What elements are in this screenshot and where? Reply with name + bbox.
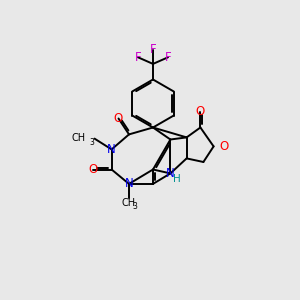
Text: CH: CH xyxy=(122,197,136,208)
Text: F: F xyxy=(135,51,141,64)
Text: N: N xyxy=(124,177,134,190)
Text: N: N xyxy=(166,167,175,180)
Text: O: O xyxy=(88,163,98,176)
Text: F: F xyxy=(165,51,171,64)
Text: F: F xyxy=(150,43,156,56)
Text: 3: 3 xyxy=(133,202,137,211)
Text: N: N xyxy=(107,143,116,156)
Text: O: O xyxy=(219,140,228,153)
Text: 3: 3 xyxy=(90,138,94,147)
Text: H: H xyxy=(173,174,181,184)
Text: O: O xyxy=(196,105,205,118)
Text: O: O xyxy=(114,112,123,125)
Text: CH: CH xyxy=(72,133,86,143)
